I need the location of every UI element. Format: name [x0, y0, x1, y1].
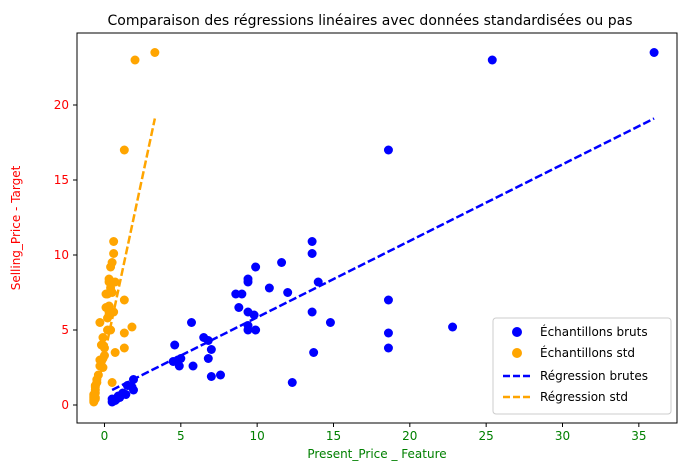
- point-raw: [313, 277, 323, 287]
- legend-label-reg-std: Régression std: [540, 390, 628, 404]
- point-raw: [203, 354, 213, 363]
- point-raw: [264, 283, 274, 293]
- point-raw: [283, 288, 293, 297]
- point-raw: [277, 258, 287, 267]
- point-raw: [383, 295, 393, 305]
- legend-box: [492, 317, 672, 415]
- x-tick-label: 20: [402, 429, 417, 443]
- y-tick-label: 5: [61, 323, 69, 337]
- point-std: [119, 343, 129, 353]
- legend-marker-raw: [512, 327, 522, 337]
- x-tick-label: 10: [250, 429, 265, 443]
- x-tick-label: 5: [177, 429, 185, 443]
- point-std: [109, 249, 119, 258]
- point-std: [103, 313, 113, 323]
- point-std: [98, 333, 108, 342]
- point-raw: [383, 343, 393, 353]
- point-raw: [325, 318, 335, 327]
- point-std: [127, 322, 137, 332]
- point-std: [106, 325, 116, 335]
- point-raw: [307, 307, 317, 317]
- point-raw: [234, 303, 244, 312]
- point-raw: [307, 249, 317, 258]
- point-std: [90, 393, 100, 402]
- x-axis: 0 5 10 15 20 25 30 35: [101, 423, 646, 443]
- point-raw: [203, 336, 213, 345]
- point-std: [92, 378, 102, 387]
- x-tick-label: 30: [555, 429, 570, 443]
- point-raw: [249, 310, 259, 320]
- point-raw: [251, 262, 261, 272]
- point-raw: [170, 340, 180, 350]
- plot-border: [76, 32, 678, 424]
- point-raw: [251, 325, 261, 335]
- point-raw: [309, 348, 319, 357]
- x-tick-label: 0: [101, 429, 109, 443]
- regression-line: [111, 117, 655, 392]
- point-raw: [128, 385, 138, 395]
- legend-label-reg-raw: Régression brutes: [540, 369, 648, 383]
- y-tick-label: 10: [54, 248, 69, 262]
- point-std: [107, 378, 117, 387]
- y-tick-label: 20: [54, 98, 69, 112]
- point-raw: [448, 322, 458, 332]
- point-raw: [287, 378, 297, 387]
- legend-label-std: Échantillons std: [540, 345, 635, 360]
- point-std: [110, 348, 120, 357]
- point-raw: [128, 375, 138, 384]
- point-raw: [188, 361, 198, 371]
- point-std: [107, 258, 117, 267]
- point-std: [119, 295, 129, 305]
- legend: Échantillons bruts Échantillons std Régr…: [492, 317, 672, 415]
- point-raw: [216, 370, 226, 380]
- point-raw: [206, 372, 216, 381]
- point-std: [98, 363, 108, 372]
- point-raw: [174, 361, 184, 371]
- y-axis-label: Selling_Price - Target: [9, 165, 23, 290]
- point-raw: [383, 145, 393, 155]
- point-raw: [487, 55, 497, 65]
- point-raw: [237, 289, 247, 299]
- point-std: [95, 318, 105, 327]
- point-std: [104, 301, 114, 311]
- legend-label-raw: Échantillons bruts: [540, 324, 648, 339]
- point-std: [119, 328, 129, 338]
- point-raw: [383, 328, 393, 338]
- x-axis-label: Present_Price _ Feature: [307, 447, 446, 461]
- y-tick-label: 15: [54, 173, 69, 187]
- plot-area: [76, 32, 678, 424]
- point-raw: [243, 325, 253, 335]
- points-raw: [107, 48, 659, 407]
- point-std: [150, 48, 160, 57]
- chart-title: Comparaison des régressions linéaires av…: [108, 13, 633, 29]
- point-raw: [113, 393, 123, 402]
- point-raw: [243, 277, 253, 287]
- x-tick-label: 15: [326, 429, 341, 443]
- point-std: [99, 351, 109, 360]
- point-std: [119, 145, 129, 155]
- point-std: [107, 288, 117, 297]
- points-std: [89, 48, 160, 407]
- point-raw: [649, 48, 659, 57]
- point-raw: [206, 345, 216, 354]
- y-tick-label: 0: [61, 398, 69, 412]
- point-std: [130, 55, 140, 65]
- point-std: [109, 237, 119, 246]
- point-raw: [187, 318, 197, 327]
- y-axis: 0 5 10 15 20: [54, 98, 77, 412]
- x-tick-label: 35: [631, 429, 646, 443]
- x-tick-label: 25: [479, 429, 494, 443]
- point-std: [98, 340, 108, 350]
- legend-marker-std: [512, 348, 522, 358]
- point-raw: [307, 237, 317, 246]
